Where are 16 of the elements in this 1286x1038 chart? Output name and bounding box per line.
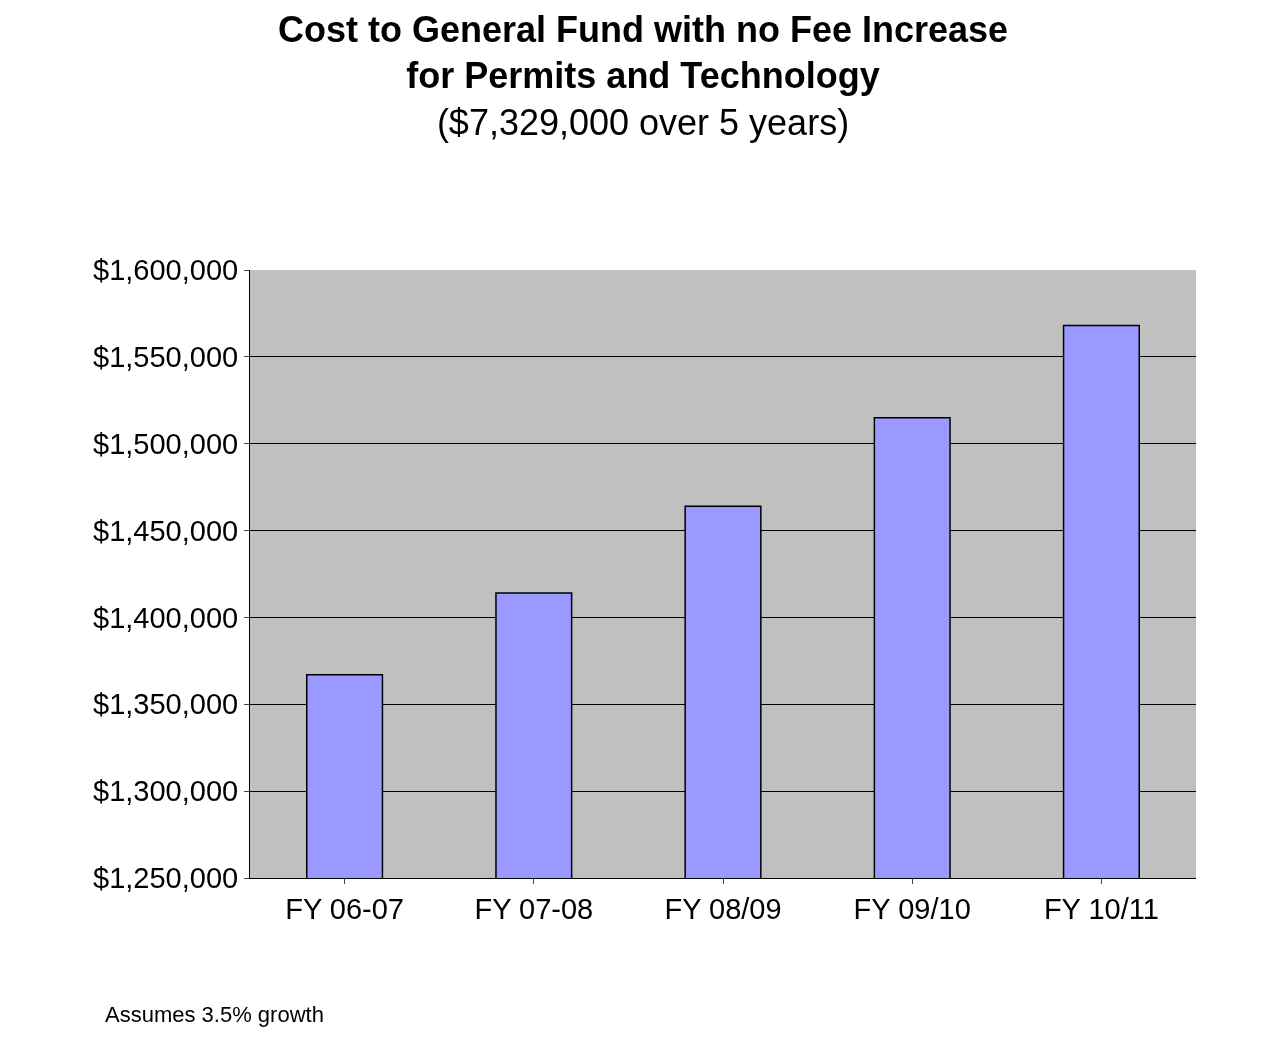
y-tick-label: $1,600,000 (93, 254, 239, 287)
y-tick-label: $1,250,000 (93, 862, 239, 895)
x-tick-label: FY 06-07 (285, 892, 404, 925)
x-tick-label: FY 09/10 (853, 892, 971, 925)
chart-subtitle: ($7,329,000 over 5 years) (436, 102, 850, 144)
y-tick-label: $1,500,000 (93, 427, 239, 460)
x-tick-label: FY 10/11 (1043, 892, 1159, 925)
y-tick-label: $1,300,000 (93, 775, 239, 808)
y-tick-label: $1,450,000 (93, 514, 239, 547)
chart-title: Cost to General Fund with no Fee Increase for Permits and Technology (277, 8, 1009, 97)
x-tick-label: FY 08/09 (664, 892, 782, 925)
x-tick-label: FY 07-08 (474, 892, 594, 925)
y-tick-label: $1,400,000 (93, 601, 239, 634)
y-tick-label: $1,350,000 (93, 688, 239, 721)
text: Assumes 3.5% growth (105, 1002, 324, 1027)
y-tick-label: $1,550,000 (93, 341, 239, 374)
